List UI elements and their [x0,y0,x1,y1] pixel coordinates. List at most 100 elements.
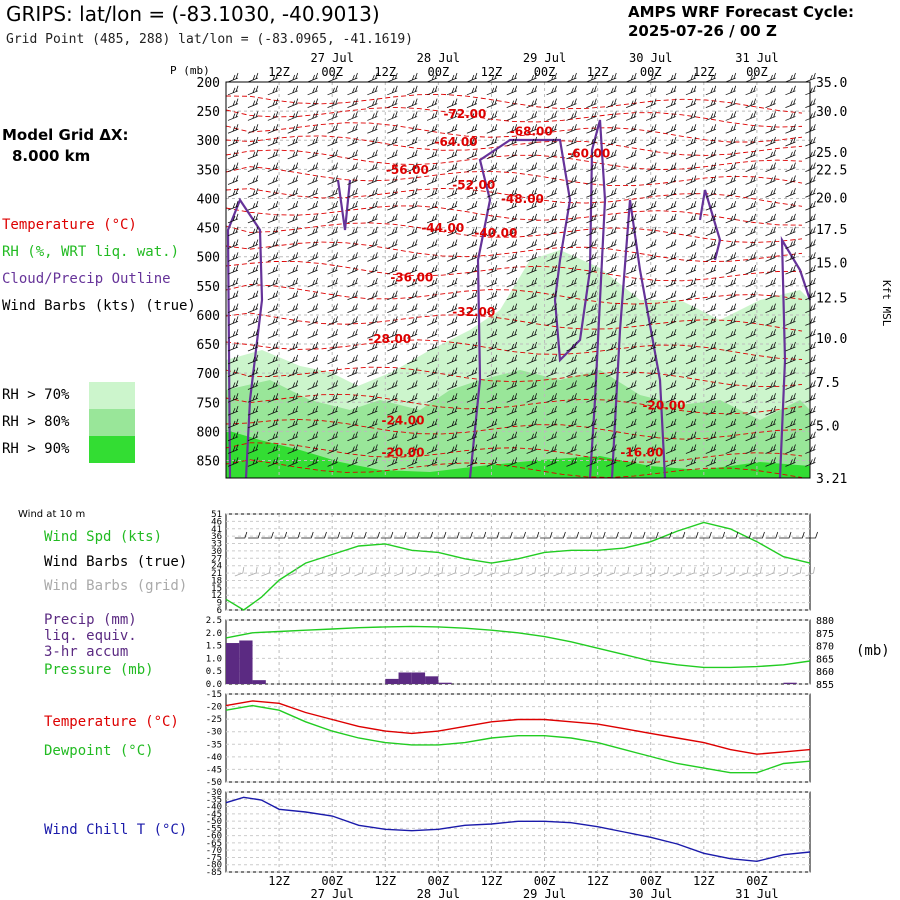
wind-barb [426,393,438,403]
wind-barb [446,200,458,211]
wind-barb [765,444,776,454]
height-tick-label: 17.5 [816,223,847,238]
wind-barb [785,329,796,339]
wind-barb [367,457,378,467]
wind-barb [347,380,358,390]
wind-barb [526,200,538,211]
wind-barb [267,85,279,96]
wind-barb [586,149,597,160]
wind-barb [466,162,478,173]
wind-barb [486,265,498,275]
wind-barb [486,175,498,185]
wind-barb-10m [460,531,473,539]
wind-barb [665,213,677,224]
wind-barb [287,136,299,147]
wind-barb [327,226,338,237]
temp-dew-panel-frame [225,693,811,783]
wind-barb [347,277,358,288]
isotherm-line [225,366,803,387]
wind-barb [506,380,518,390]
grid-barb-10m [712,566,723,577]
wind-barb [785,136,796,147]
wind-barb-10m [672,531,686,539]
y-tick-label: -20 [206,703,222,713]
wind-barb [466,380,478,390]
wind-barb [486,111,498,121]
wind-barb [685,111,697,121]
wind-barb [367,277,378,288]
wind-barb [506,354,518,365]
wind-barb [267,431,279,442]
wind-barb [247,85,259,96]
wind-barb-10m [686,531,699,539]
wind-barb [227,162,239,173]
wind-barb [725,265,737,275]
wind-barb [725,85,737,96]
wind-barb [446,149,458,160]
wind-barb [546,277,557,288]
wind-barb [247,393,259,403]
pressure-tick-label: 875 [816,629,834,640]
wind-barb [745,149,757,160]
wind-barb [446,188,458,198]
wind-barb-10m [699,531,712,539]
wind-barb [287,124,299,134]
wind-barb [705,72,717,83]
pressure-tick-label: 880 [816,616,834,627]
wind-barb [287,316,299,326]
wind-barb [526,290,538,301]
wind-barb [287,303,299,313]
wind-barb [387,418,398,429]
wind-barb [407,252,418,262]
wind-barb [665,303,677,313]
wind-barb [725,367,737,378]
wind-barb [645,149,657,160]
wind-barb [586,213,597,224]
wind-barb-10m [234,531,248,539]
wind-barb [705,162,717,173]
wind-barb [765,380,776,390]
wind-barb [606,431,617,442]
wind-barb [506,393,518,403]
time-tick-label-top: 00Z [428,65,450,79]
pressure-tick-label: 855 [816,680,834,691]
wind-barb [247,418,259,429]
wind-barb [526,149,538,160]
wind-barb [367,341,378,352]
wind-barb [267,290,279,301]
wind-barb [387,213,398,224]
wind-barb [546,175,557,185]
wind-barb [426,136,438,147]
wind-barb [347,265,358,275]
grid-barb-10m [593,566,603,577]
date-label-bottom: 28 Jul [417,887,460,900]
legend-rh80: RH > 80% [2,414,70,430]
wind-barb [785,200,796,211]
wind-barb [486,200,498,211]
time-tick-label-top: 12Z [587,65,609,79]
wind-barb [347,290,358,301]
wind-barb [367,431,378,442]
wind-barb [407,200,418,211]
wind-barb [407,303,418,313]
wind-barb [685,239,697,249]
wind-barb [725,175,737,185]
wind-barb [685,98,697,108]
wind-barb [387,380,398,390]
pressure-tick-label: 800 [197,425,220,440]
wind-barb [745,367,757,378]
wind-barb [466,239,478,249]
isotherm-line [225,106,803,128]
wind-barb [566,444,577,454]
wind-barb [267,316,279,326]
wind-barb [446,329,458,339]
isotherm-line [225,419,803,440]
cloud-outline-path [778,235,812,479]
wind-barb [725,316,737,326]
height-tick-label: 15.0 [816,257,847,272]
time-tick-label-bottom: 00Z [321,874,343,888]
wind-barb [606,149,617,160]
wind-barb [745,431,757,442]
wind-barb [466,265,478,275]
y-tick-label: 30 [211,547,222,557]
